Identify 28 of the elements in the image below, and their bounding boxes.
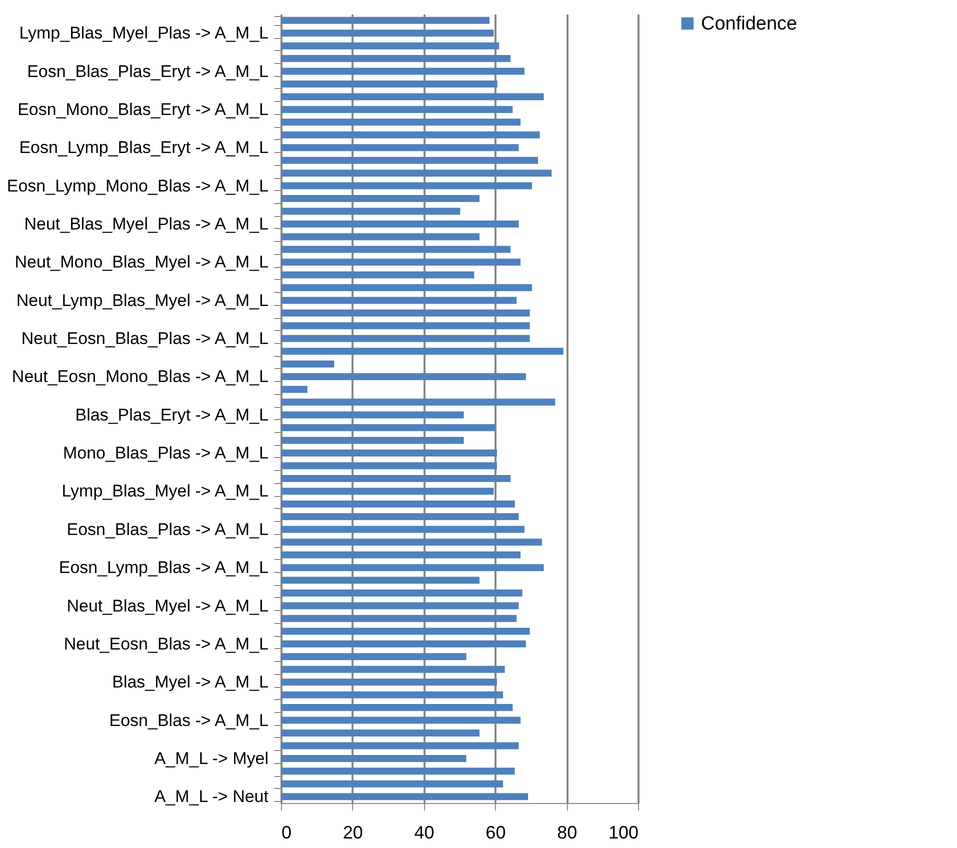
x-tick-label: 60 <box>486 822 506 842</box>
y-tick-label: Eosn_Lymp_Mono_Blas -> A_M_L <box>6 176 268 196</box>
y-tick-label: Lymp_Blas_Myel_Plas -> A_M_L <box>19 24 268 43</box>
x-tick-label: 0 <box>282 822 292 842</box>
x-tick-label: 80 <box>557 822 578 842</box>
y-tick-label: A_M_L -> Myel <box>154 748 268 768</box>
y-tick-label: Neut_Mono_Blas_Myel -> A_M_L <box>14 252 268 272</box>
y-tick-label: Eosn_Lymp_Blas_Eryt -> A_M_L <box>19 138 268 158</box>
x-tick-label: 40 <box>414 822 434 842</box>
y-tick-label: Eosn_Mono_Blas_Eryt -> A_M_L <box>18 100 268 119</box>
y-tick-label: Neut_Blas_Myel_Plas -> A_M_L <box>24 214 268 234</box>
y-tick-label: Neut_Blas_Myel -> A_M_L <box>66 596 268 616</box>
x-tick-label: 100 <box>608 822 638 842</box>
y-tick-label: Blas_Myel -> A_M_L <box>112 672 268 692</box>
legend-label: Confidence <box>701 14 798 34</box>
y-tick-label: Eosn_Blas -> A_M_L <box>109 710 268 730</box>
y-tick-label: Mono_Blas_Plas -> A_M_L <box>62 444 268 463</box>
x-tick-label: 20 <box>342 822 363 842</box>
y-tick-label: Neut_Eosn_Mono_Blas -> A_M_L <box>12 367 268 386</box>
y-tick-label: Neut_Eosn_Blas -> A_M_L <box>64 634 268 654</box>
y-tick-label: Eosn_Blas_Plas_Eryt -> A_M_L <box>27 62 268 81</box>
y-tick-label: Lymp_Blas_Myel -> A_M_L <box>62 482 268 501</box>
y-tick-label: Eosn_Lymp_Blas -> A_M_L <box>58 558 268 578</box>
y-tick-label: A_M_L -> Neut <box>154 787 269 806</box>
y-tick-label: Neut_Lymp_Blas_Myel -> A_M_L <box>16 290 268 310</box>
y-tick-label: Neut_Eosn_Blas_Plas -> A_M_L <box>21 329 268 348</box>
y-tick-label: Eosn_Blas_Plas -> A_M_L <box>66 520 268 539</box>
y-tick-label: Blas_Plas_Eryt -> A_M_L <box>75 405 268 424</box>
